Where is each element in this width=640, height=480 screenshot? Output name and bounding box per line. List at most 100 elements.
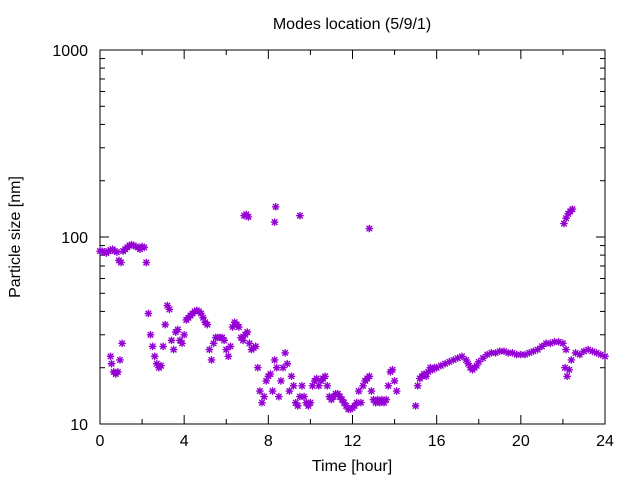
data-point: [106, 352, 115, 361]
y-tick-label: 100: [61, 230, 88, 247]
data-point: [308, 381, 317, 390]
data-point: [424, 367, 433, 376]
data-point: [260, 392, 269, 401]
data-point: [495, 347, 504, 356]
data-point: [367, 387, 376, 395]
data-point: [432, 363, 441, 372]
data-point: [207, 356, 216, 364]
data-point: [464, 359, 473, 368]
data-point: [270, 218, 279, 227]
data-point: [453, 354, 462, 363]
data-point: [199, 313, 208, 322]
data-point: [565, 365, 574, 374]
data-point: [270, 356, 279, 364]
data-point: [392, 387, 401, 395]
data-point: [449, 356, 458, 364]
plot-frame: [99, 49, 606, 425]
chart-title: Modes location (5/9/1): [273, 16, 431, 33]
data-point: [584, 345, 593, 354]
data-point: [588, 347, 597, 356]
data-point: [441, 359, 449, 368]
data-point: [533, 345, 542, 354]
data-point: [554, 337, 563, 346]
data-point: [357, 398, 365, 407]
data-point: [239, 336, 247, 345]
data-point: [234, 323, 243, 331]
data-point: [226, 342, 235, 351]
data-point: [190, 307, 199, 316]
data-point: [271, 202, 280, 211]
data-point: [262, 377, 271, 385]
data-point: [371, 398, 380, 407]
data-point: [521, 350, 529, 359]
data-point: [283, 359, 292, 368]
data-point: [382, 395, 391, 404]
data-point: [253, 363, 262, 372]
data-point: [245, 339, 254, 348]
data-point: [359, 381, 367, 390]
data-point: [314, 381, 323, 390]
x-tick-label: 24: [596, 433, 614, 450]
data-point: [537, 342, 546, 351]
data-point: [458, 352, 466, 361]
x-tick-label: 8: [264, 433, 273, 450]
data-point: [562, 345, 570, 354]
data-point: [529, 347, 538, 356]
data-point: [244, 213, 253, 221]
data-point: [293, 401, 302, 410]
x-axis-label: Time [hour]: [312, 458, 392, 475]
data-point: [295, 211, 304, 220]
data-point: [445, 357, 454, 366]
data-point: [411, 401, 420, 410]
data-point: [285, 387, 294, 395]
data-point: [251, 342, 260, 351]
data-point: [131, 242, 140, 251]
data-point: [228, 323, 237, 331]
data-point: [98, 247, 107, 256]
data-point: [378, 395, 386, 404]
data-point: [567, 356, 576, 364]
data-point: [142, 258, 151, 267]
data-point: [550, 337, 559, 346]
data-point: [354, 387, 363, 395]
data-point: [474, 357, 483, 366]
data-point: [279, 363, 287, 372]
data-point: [268, 387, 277, 395]
data-point: [220, 336, 229, 345]
data-point: [436, 361, 445, 370]
data-point: [113, 367, 122, 376]
data-point: [173, 325, 182, 334]
data-point: [300, 392, 309, 401]
data-point: [192, 306, 201, 315]
data-point: [369, 395, 378, 404]
data-point: [148, 342, 157, 351]
data-point: [117, 258, 125, 267]
data-point: [150, 352, 159, 361]
x-tick-label: 20: [512, 433, 530, 450]
x-tick-label: 16: [428, 433, 446, 450]
data-point: [289, 381, 298, 390]
x-tick-label: 12: [344, 433, 362, 450]
data-point: [258, 398, 266, 407]
data-point: [580, 347, 588, 356]
data-point: [152, 359, 161, 368]
data-point: [118, 339, 126, 348]
data-point: [116, 356, 124, 364]
data-point: [563, 372, 572, 381]
data-point: [224, 352, 233, 361]
data-point: [146, 330, 155, 339]
data-point: [272, 363, 281, 372]
data-point: [601, 352, 609, 361]
data-point: [106, 246, 115, 255]
data-point: [266, 370, 275, 378]
data-point: [312, 374, 321, 383]
data-point: [338, 395, 346, 404]
data-point: [277, 377, 285, 385]
data-point: [462, 356, 471, 364]
data-point: [352, 398, 361, 407]
data-point: [472, 361, 481, 370]
data-point: [542, 339, 550, 348]
data-point: [321, 372, 330, 381]
data-point: [281, 349, 290, 357]
